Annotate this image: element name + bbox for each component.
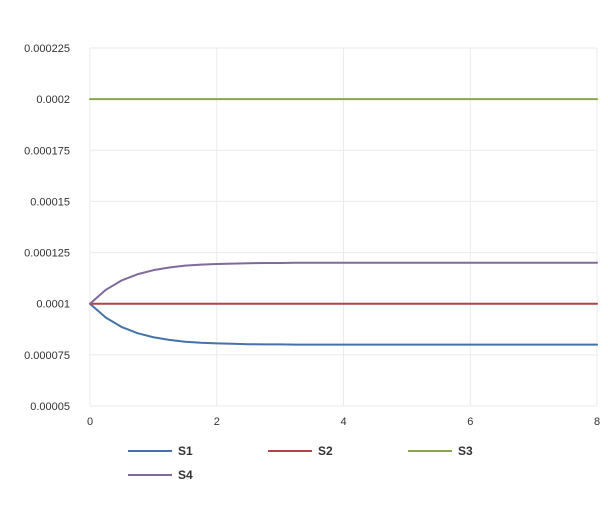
legend: S1 S2 S3 S4 bbox=[128, 444, 473, 482]
x-axis-tick-labels: 0 2 4 6 8 bbox=[87, 416, 600, 428]
x-tick-label: 4 bbox=[340, 416, 346, 428]
legend-item-s1[interactable]: S1 bbox=[128, 444, 193, 458]
legend-label: S1 bbox=[178, 444, 193, 458]
series-line-s1 bbox=[89, 302, 598, 346]
x-tick-label: 8 bbox=[594, 416, 600, 428]
legend-label: S3 bbox=[458, 444, 473, 458]
grid-lines bbox=[89, 47, 598, 407]
y-tick-label: 0.000175 bbox=[24, 145, 70, 157]
x-tick-label: 0 bbox=[87, 416, 93, 428]
legend-label: S2 bbox=[318, 444, 333, 458]
y-tick-label: 0.000125 bbox=[24, 248, 70, 260]
y-tick-label: 0.000225 bbox=[24, 43, 70, 55]
y-tick-label: 0.0002 bbox=[36, 94, 70, 106]
series-line-s4 bbox=[89, 261, 598, 305]
y-axis-tick-labels: 0.00005 0.000075 0.0001 0.000125 0.00015 0.00… bbox=[24, 43, 70, 413]
x-tick-label: 6 bbox=[467, 416, 473, 428]
y-tick-label: 0.00005 bbox=[30, 401, 70, 413]
y-tick-label: 0.000075 bbox=[24, 350, 70, 362]
y-tick-label: 0.00015 bbox=[30, 196, 70, 208]
legend-item-s3[interactable]: S3 bbox=[408, 444, 473, 458]
legend-label: S4 bbox=[178, 468, 193, 482]
legend-item-s4[interactable]: S4 bbox=[128, 468, 193, 482]
series-lines bbox=[89, 98, 598, 346]
legend-item-s2[interactable]: S2 bbox=[268, 444, 333, 458]
x-tick-label: 2 bbox=[214, 416, 220, 428]
y-tick-label: 0.0001 bbox=[36, 299, 70, 311]
